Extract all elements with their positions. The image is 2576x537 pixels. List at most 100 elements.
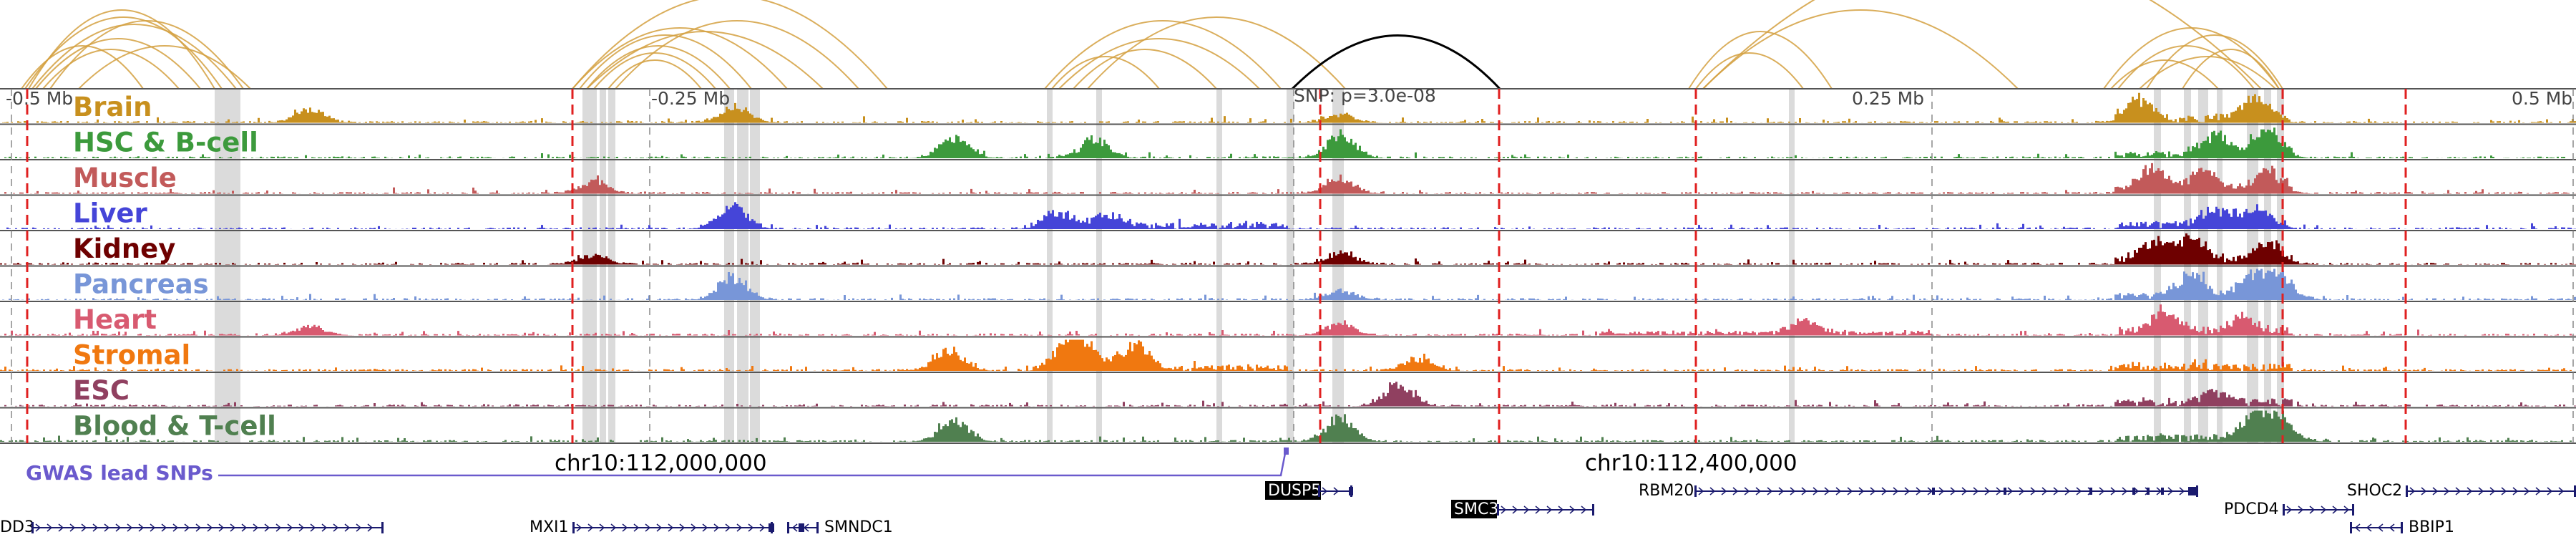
strand-arrow bbox=[356, 523, 362, 532]
exon bbox=[2352, 504, 2354, 516]
strand-arrow bbox=[748, 523, 754, 532]
exon bbox=[2004, 488, 2006, 495]
exon bbox=[787, 522, 789, 533]
strand-arrow bbox=[1984, 487, 1991, 495]
gene-label-highlight bbox=[1265, 481, 1321, 500]
interaction-arc bbox=[586, 45, 731, 90]
strand-arrow bbox=[150, 523, 156, 532]
track-label: ESC bbox=[73, 375, 130, 406]
exon bbox=[2401, 522, 2403, 533]
exon bbox=[572, 522, 575, 533]
strand-arrow bbox=[1870, 487, 1876, 495]
strand-arrow bbox=[2478, 487, 2484, 495]
gene-label: RBM20 bbox=[1639, 482, 1694, 500]
exon bbox=[1349, 487, 1353, 495]
exon bbox=[2283, 504, 2285, 516]
strand-arrow bbox=[2321, 505, 2327, 514]
interaction-arc bbox=[1073, 49, 1217, 90]
exon bbox=[2147, 488, 2150, 495]
exon bbox=[2188, 487, 2198, 495]
interaction-arc bbox=[586, 31, 824, 90]
strand-arrow bbox=[161, 523, 167, 532]
exon bbox=[31, 522, 34, 533]
strand-arrow bbox=[207, 523, 213, 532]
interaction-arc bbox=[42, 49, 180, 90]
scale-mark: -0.25 Mb bbox=[651, 88, 730, 109]
exon bbox=[799, 523, 804, 532]
interaction-arc bbox=[1688, 31, 1833, 90]
strand-arrow bbox=[230, 523, 236, 532]
strand-arrow bbox=[2076, 487, 2082, 495]
scale-marks: -0.5 Mb -0.25 Mb SNP: p=3.0e-08 0.25 Mb … bbox=[6, 85, 2572, 109]
strand-arrow bbox=[2064, 487, 2071, 495]
strand-arrow bbox=[1569, 505, 1576, 514]
strand-arrow bbox=[2467, 487, 2473, 495]
strand-arrow bbox=[1790, 487, 1796, 495]
strand-arrow bbox=[1778, 487, 1785, 495]
strand-arrow bbox=[81, 523, 87, 532]
interaction-arc bbox=[1044, 20, 1282, 90]
exon bbox=[2574, 485, 2576, 497]
coordinate-label: chr10:112,400,000 bbox=[1585, 450, 1797, 476]
strand-arrow bbox=[2524, 487, 2530, 495]
strand-arrow bbox=[1996, 487, 2002, 495]
exon bbox=[1318, 485, 1320, 497]
strand-arrow bbox=[298, 523, 305, 532]
interaction-arc bbox=[2146, 34, 2283, 90]
exon bbox=[381, 522, 384, 533]
strand-arrow bbox=[1835, 487, 1842, 495]
signal-track bbox=[0, 92, 2576, 123]
strand-arrow bbox=[1973, 487, 1979, 495]
strand-arrow bbox=[713, 523, 720, 532]
strand-arrow bbox=[138, 523, 145, 532]
strand-arrow bbox=[2343, 505, 2350, 514]
strand-arrow bbox=[1881, 487, 1888, 495]
strand-arrow bbox=[691, 523, 697, 532]
strand-arrow bbox=[367, 523, 374, 532]
interaction-arc bbox=[593, 52, 716, 90]
track-label: Muscle bbox=[73, 163, 177, 193]
interaction-arc bbox=[2110, 59, 2219, 90]
exon bbox=[2132, 488, 2135, 495]
interaction-arc bbox=[35, 38, 201, 90]
strand-arrow bbox=[1813, 487, 1819, 495]
scale-mark: 0.5 Mb bbox=[2512, 88, 2572, 109]
gwas-snp-marker bbox=[1284, 448, 1289, 455]
strand-arrow bbox=[1732, 487, 1739, 495]
strand-arrow bbox=[1801, 487, 1807, 495]
interaction-arc bbox=[579, 34, 752, 90]
strand-arrow bbox=[702, 523, 708, 532]
strand-arrow bbox=[47, 523, 53, 532]
strand-arrow bbox=[2167, 487, 2174, 495]
track-label: Liver bbox=[73, 198, 147, 229]
strand-arrow bbox=[2286, 505, 2293, 514]
strand-arrow bbox=[1546, 505, 1553, 514]
gene-label: PDCD4 bbox=[2224, 500, 2279, 518]
strand-arrow bbox=[2389, 523, 2395, 532]
interaction-arc bbox=[1702, 0, 2262, 90]
gwas-connector bbox=[218, 449, 1287, 477]
strand-arrow bbox=[1950, 487, 1956, 495]
snp-interaction-arc bbox=[1291, 34, 1501, 90]
strand-arrow bbox=[2298, 505, 2304, 514]
strand-arrow bbox=[1558, 505, 1564, 514]
strand-arrow bbox=[172, 523, 179, 532]
strand-arrow bbox=[1333, 487, 1340, 495]
strand-arrow bbox=[127, 523, 133, 532]
interaction-arc bbox=[78, 45, 251, 90]
strand-arrow bbox=[679, 523, 686, 532]
strand-arrow bbox=[2444, 487, 2450, 495]
strand-arrow bbox=[2110, 487, 2117, 495]
gene-label: SHOC2 bbox=[2347, 482, 2402, 500]
strand-arrow bbox=[791, 523, 798, 532]
interaction-arc bbox=[21, 45, 144, 90]
track-label: Heart bbox=[73, 304, 157, 335]
interaction-arc bbox=[1087, 16, 1346, 90]
interaction-arc bbox=[608, 59, 702, 90]
interaction-arc bbox=[572, 27, 788, 90]
strand-arrow bbox=[1721, 487, 1727, 495]
strand-arrow bbox=[1916, 487, 1922, 495]
strand-arrow bbox=[1847, 487, 1853, 495]
strand-arrow bbox=[69, 523, 76, 532]
